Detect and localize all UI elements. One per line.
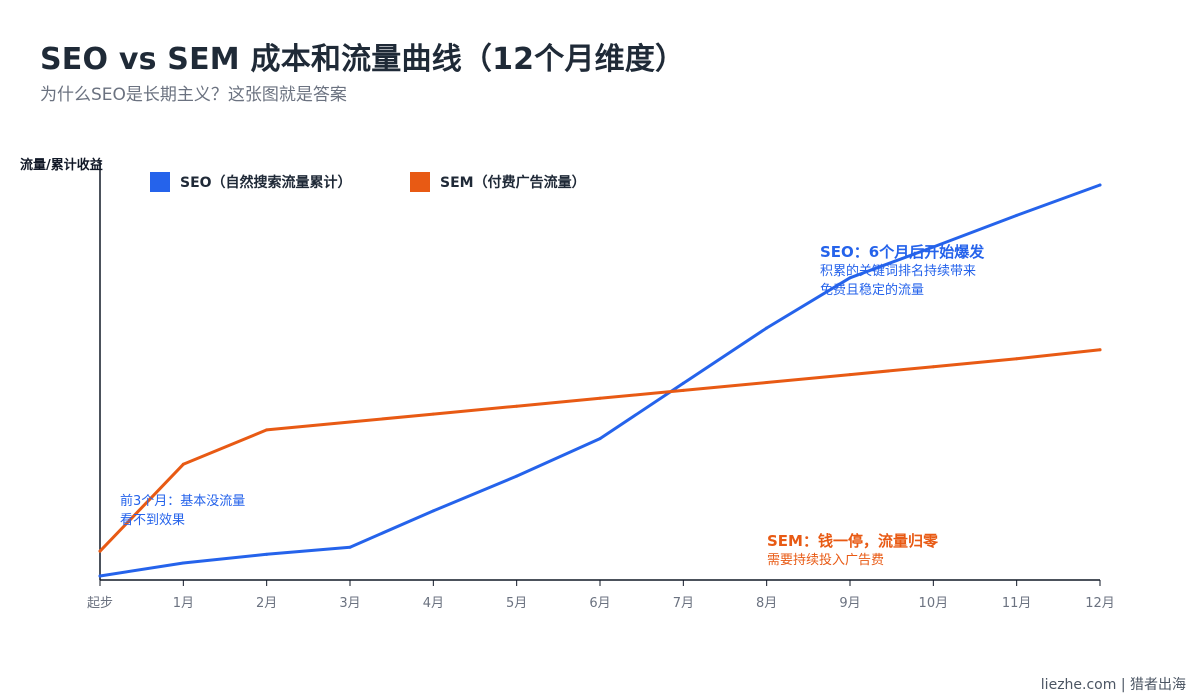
x-tick-label: 12月 [1085,596,1115,611]
data-point-seo [265,552,269,556]
annotation-seo-peak: SEO：6个月后开始爆发 积累的关键词排名持续带来 免费且稳定的流量 [820,243,984,300]
data-point-sem [1098,348,1102,352]
x-tick-label: 10月 [919,596,949,611]
data-point-seo [98,574,102,578]
x-tick-label: 4月 [423,596,444,611]
x-tick-label: 7月 [673,596,694,611]
legend-swatch-sem [410,172,430,192]
data-point-sem [681,388,685,392]
legend-label-sem: SEM（付费广告流量） [440,175,586,191]
data-point-sem [848,373,852,377]
data-point-sem [515,404,519,408]
x-tick-label: 6月 [589,596,610,611]
x-tick-label: 5月 [506,596,527,611]
annotation-early-months: 前3个月：基本没流量 看不到效果 [120,492,245,530]
x-tick-label: 2月 [256,596,277,611]
data-point-sem [1015,357,1019,361]
data-point-seo [598,437,602,441]
annotation-early-line1: 前3个月：基本没流量 [120,494,246,509]
series-line-sem [98,348,1102,553]
legend-item-seo: SEO（自然搜索流量累计） [150,171,352,193]
x-axis-ticks: 起步 1月 2月 3月 4月 5月 6月 7月 8月 9月 10月 11月 12月 [87,580,1115,611]
x-tick-label: 8月 [756,596,777,611]
data-point-sem [348,420,352,424]
data-point-sem [98,549,102,553]
data-point-seo [931,245,935,249]
annotation-sem-stop-line1: 需要持续投入广告费 [767,553,885,568]
data-point-seo [1015,213,1019,217]
data-point-seo [848,276,852,280]
data-point-sem [598,396,602,400]
data-point-seo [181,561,185,565]
annotation-seo-peak-line2: 免费且稳定的流量 [820,283,925,298]
data-point-seo [348,545,352,549]
data-point-sem [765,381,769,384]
chart-subtitle: 为什么SEO是长期主义？这张图就是答案 [40,85,347,105]
legend-item-sem: SEM（付费广告流量） [410,171,586,193]
data-point-seo [431,509,435,513]
legend-label-seo: SEO（自然搜索流量累计） [180,175,352,191]
data-point-sem [931,365,935,369]
x-tick-label: 起步 [87,596,113,611]
chart-title: SEO vs SEM 成本和流量曲线（12个月维度） [40,42,686,77]
x-tick-label: 1月 [173,596,194,611]
y-axis-label: 流量/累计收益 [20,158,103,173]
legend-swatch-seo [150,172,170,192]
annotation-seo-peak-line1: 积累的关键词排名持续带来 [820,264,977,279]
data-point-seo [515,474,519,478]
x-tick-label: 3月 [339,596,360,611]
annotation-sem-stop: SEM：钱一停，流量归零 需要持续投入广告费 [767,532,938,570]
annotation-early-line2: 看不到效果 [120,513,186,528]
data-point-sem [431,412,435,416]
annotation-sem-stop-head: SEM：钱一停，流量归零 [767,532,938,550]
data-point-sem [265,428,269,432]
data-point-sem [181,462,185,466]
annotation-seo-peak-head: SEO：6个月后开始爆发 [820,243,985,261]
footer-credit: liezhe.com | 猎者出海 [1040,677,1186,693]
series-lines [98,183,1102,578]
x-tick-label: 9月 [839,596,860,611]
data-point-seo [681,381,685,385]
x-tick-label: 11月 [1002,596,1032,611]
axes [99,160,1100,581]
data-point-seo [1098,183,1102,187]
data-point-seo [765,326,769,330]
